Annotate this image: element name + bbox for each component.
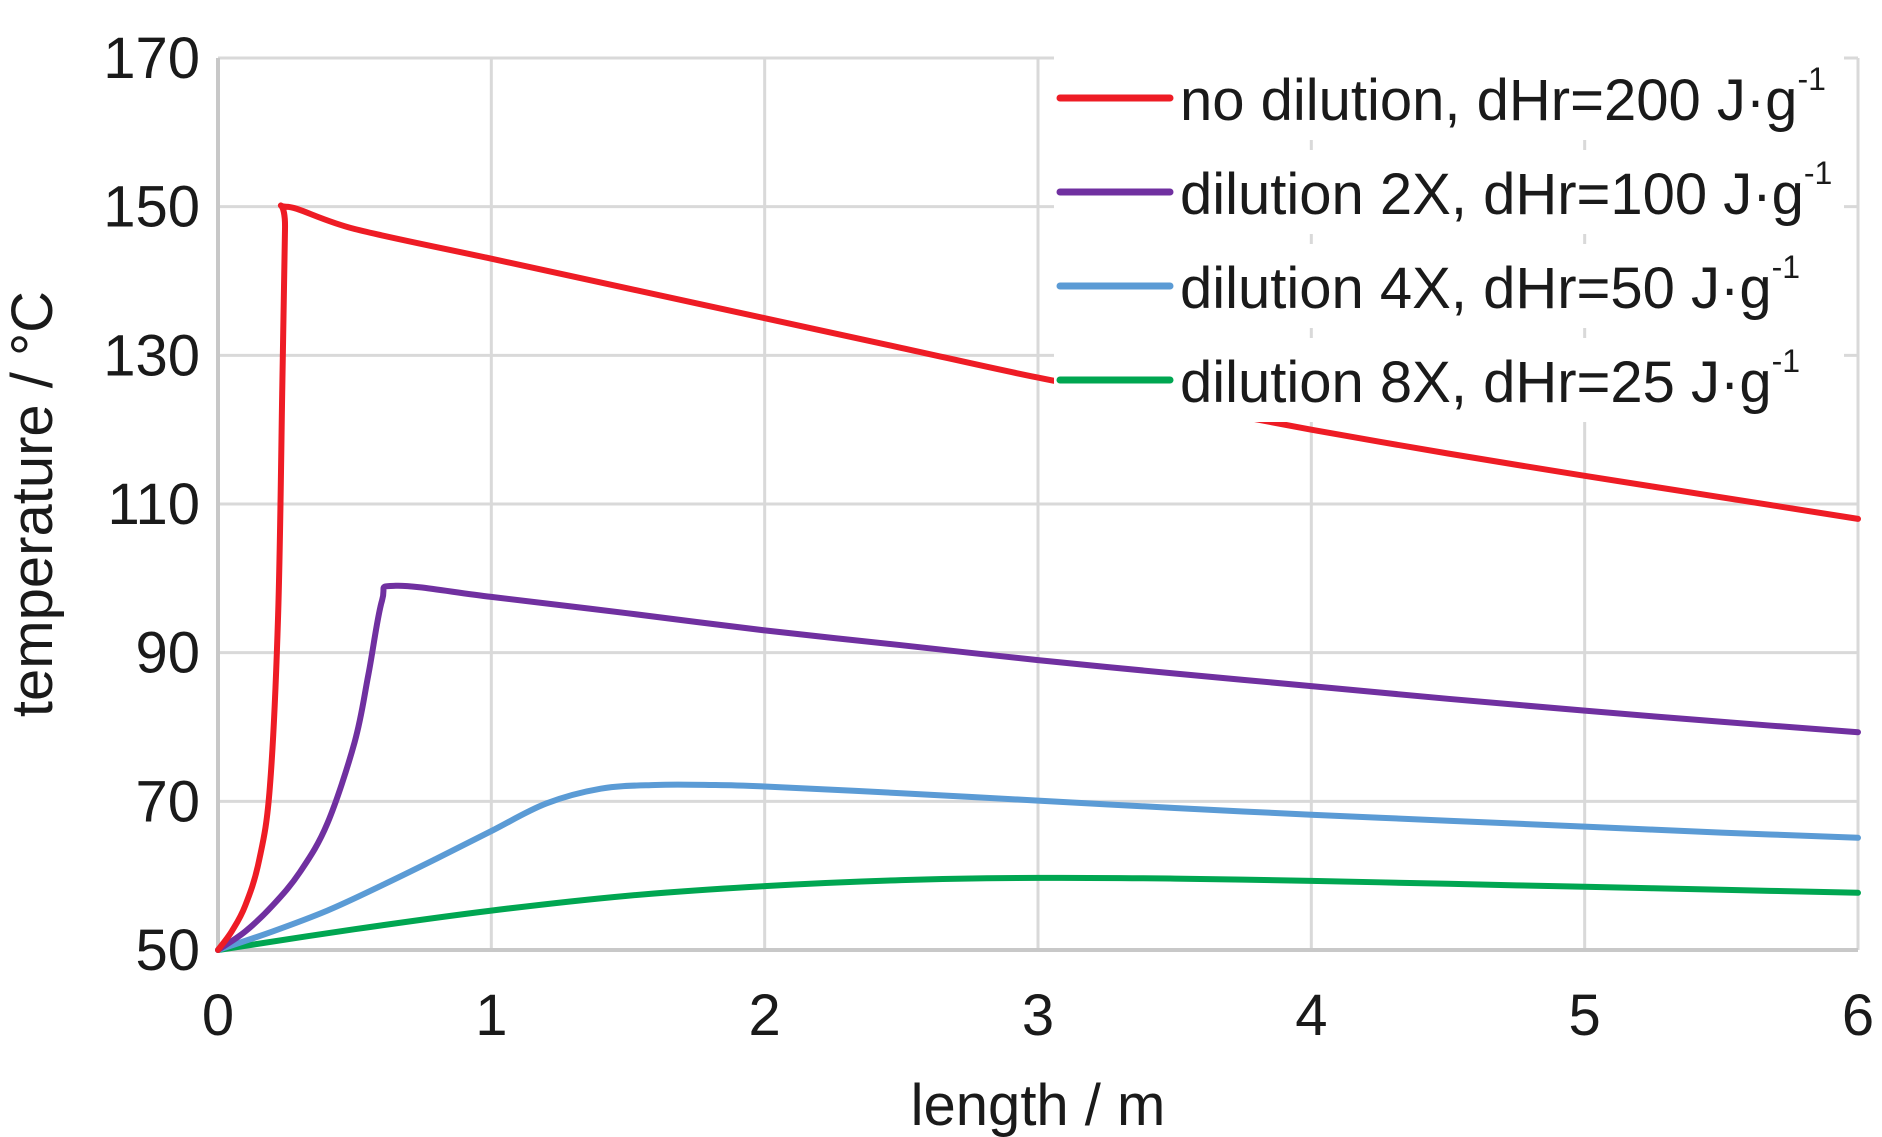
- y-tick-label: 130: [103, 323, 200, 388]
- legend-entry-background: [1054, 150, 1844, 234]
- legend-label-text: dilution 4X, dHr=50 J·g: [1180, 256, 1772, 321]
- legend-label-superscript: -1: [1797, 61, 1825, 97]
- legend-entry-background: [1054, 244, 1844, 328]
- legend-label: dilution 8X, dHr=25 J·g-1: [1180, 343, 1800, 415]
- legend-label: dilution 4X, dHr=50 J·g-1: [1180, 249, 1800, 321]
- series-line-1: [215, 582, 1861, 953]
- y-tick-label: 170: [103, 26, 200, 91]
- axes: [216, 58, 1858, 952]
- legend-label-text: no dilution, dHr=200 J·g: [1180, 68, 1797, 133]
- legend-label: no dilution, dHr=200 J·g-1: [1180, 61, 1826, 133]
- y-axis-label: temperature / °C: [0, 291, 65, 717]
- series-line-3: [215, 874, 1861, 953]
- legend-entry-background: [1054, 56, 1844, 140]
- y-tick-label: 50: [135, 918, 200, 983]
- x-tick-label: 3: [1022, 983, 1054, 1048]
- y-tick-label: 90: [135, 621, 200, 686]
- x-tick-label: 1: [475, 983, 507, 1048]
- legend-label: dilution 2X, dHr=100 J·g-1: [1180, 155, 1832, 227]
- y-tick-label: 150: [103, 175, 200, 240]
- x-tick-label: 2: [749, 983, 781, 1048]
- y-tick-label: 110: [108, 472, 200, 537]
- x-tick-label: 0: [202, 983, 234, 1048]
- legend-label-superscript: -1: [1772, 249, 1800, 285]
- legend-label-superscript: -1: [1772, 343, 1800, 379]
- y-tick-label: 70: [135, 769, 200, 834]
- x-tick-label: 4: [1295, 983, 1327, 1048]
- tick-labels: 0 1 2 3 4 5 6 50 70 90 110 130 150 170: [103, 26, 1874, 1048]
- series-line-2: [215, 781, 1861, 953]
- legend-label-text: dilution 8X, dHr=25 J·g: [1180, 350, 1772, 415]
- series-line-0: [215, 202, 1861, 953]
- x-axis-label: length / m: [911, 1073, 1166, 1137]
- legend-label-superscript: -1: [1804, 155, 1832, 191]
- x-tick-label: 6: [1842, 983, 1874, 1048]
- legend-entry-background: [1054, 338, 1844, 422]
- legend-label-text: dilution 2X, dHr=100 J·g: [1180, 162, 1804, 227]
- x-tick-label: 5: [1569, 983, 1601, 1048]
- series-group: [215, 202, 1861, 953]
